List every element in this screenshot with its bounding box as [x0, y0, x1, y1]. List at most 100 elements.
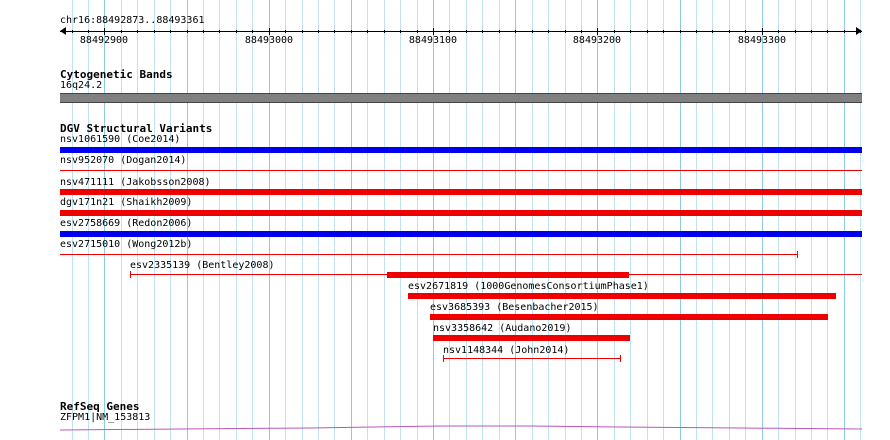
variant-bar[interactable]: [60, 210, 862, 216]
ruler-minor-tick: [187, 30, 188, 33]
ruler-minor-tick: [384, 30, 385, 33]
ruler-tick-label: 88493100: [408, 35, 458, 46]
ruler-minor-tick: [680, 30, 681, 33]
grid-line: [827, 0, 828, 440]
variant-label: nsv3358642 (Audano2019): [433, 323, 572, 334]
variant-bar[interactable]: [408, 293, 836, 299]
ruler-minor-tick: [285, 30, 286, 33]
cytoband-track-title[interactable]: Cytogenetic Bands: [60, 68, 173, 81]
refseq-gene-line[interactable]: [60, 420, 862, 432]
grid-line: [187, 0, 188, 440]
ruler-minor-tick: [614, 30, 615, 33]
ruler-minor-tick: [581, 30, 582, 33]
variant-bar[interactable]: [387, 272, 629, 278]
ruler-major-tick: [104, 28, 105, 35]
variant-bar[interactable]: [60, 189, 862, 195]
variant-bar[interactable]: [443, 358, 621, 359]
ruler-minor-tick: [203, 30, 204, 33]
variant-start-cap: [443, 355, 444, 362]
ruler-minor-tick: [860, 30, 861, 33]
variant-bar[interactable]: [60, 254, 798, 255]
scroll-right-arrow-icon[interactable]: [856, 27, 862, 35]
variant-label: nsv471111 (Jakobsson2008): [60, 177, 211, 188]
ruler-line: [60, 31, 862, 32]
refseq-track-title[interactable]: RefSeq Genes: [60, 400, 140, 413]
ruler-tick-label: 88493000: [244, 35, 294, 46]
grid-line: [630, 0, 631, 440]
ruler-minor-tick: [367, 30, 368, 33]
grid-line: [285, 0, 286, 440]
grid-line: [811, 0, 812, 440]
ruler-tick-label: 88493200: [572, 35, 622, 46]
grid-line: [72, 0, 73, 440]
ruler-minor-tick: [532, 30, 533, 33]
ruler-minor-tick: [696, 30, 697, 33]
ruler-minor-tick: [72, 30, 73, 33]
grid-line: [170, 0, 171, 440]
ruler-minor-tick: [252, 30, 253, 33]
dgv-track-title[interactable]: DGV Structural Variants: [60, 122, 213, 135]
grid-line: [334, 0, 335, 440]
grid-line: [565, 0, 566, 440]
variant-bar[interactable]: [433, 335, 630, 341]
ruler-major-tick: [597, 28, 598, 35]
ruler-minor-tick: [466, 30, 467, 33]
grid-line: [696, 0, 697, 440]
variant-bar[interactable]: [60, 147, 862, 153]
grid-line: [499, 0, 500, 440]
variant-bar[interactable]: [430, 314, 828, 320]
ruler-tick-label: 88492900: [79, 35, 129, 46]
grid-line: [302, 0, 303, 440]
variant-label: esv2758669 (Redon2006): [60, 218, 193, 229]
scroll-left-arrow-icon[interactable]: [60, 27, 66, 35]
ruler-minor-tick: [712, 30, 713, 33]
grid-line: [137, 0, 138, 440]
ruler-minor-tick: [811, 30, 812, 33]
ruler-minor-tick: [154, 30, 155, 33]
grid-line: [269, 0, 270, 440]
ruler-minor-tick: [827, 30, 828, 33]
ruler-minor-tick: [844, 30, 845, 33]
ruler-minor-tick: [729, 30, 730, 33]
ruler-minor-tick: [565, 30, 566, 33]
ruler-minor-tick: [137, 30, 138, 33]
ruler-minor-tick: [630, 30, 631, 33]
grid-line: [548, 0, 549, 440]
grid-line: [466, 0, 467, 440]
variant-start-cap: [130, 271, 131, 278]
grid-line: [729, 0, 730, 440]
ruler-minor-tick: [334, 30, 335, 33]
grid-line: [236, 0, 237, 440]
ruler-minor-tick: [400, 30, 401, 33]
variant-bar[interactable]: [60, 170, 862, 171]
grid-line: [745, 0, 746, 440]
ruler-minor-tick: [795, 30, 796, 33]
grid-line: [482, 0, 483, 440]
ruler-minor-tick: [219, 30, 220, 33]
grid-line: [647, 0, 648, 440]
ruler-minor-tick: [417, 30, 418, 33]
variant-label: esv2671819 (1000GenomesConsortiumPhase1): [408, 281, 649, 292]
grid-line: [417, 0, 418, 440]
grid-line: [88, 0, 89, 440]
cytoband-bar[interactable]: [60, 93, 862, 103]
grid-line: [203, 0, 204, 440]
grid-line: [597, 0, 598, 440]
variant-label: esv3685393 (Besenbacher2015): [430, 302, 599, 313]
variant-end-cap: [620, 355, 621, 362]
ruler-major-tick: [269, 28, 270, 35]
variant-bar[interactable]: [60, 231, 862, 237]
refseq-gene-label: ZFPM1|NM_153813: [60, 412, 151, 423]
ruler-minor-tick: [88, 30, 89, 33]
grid-line: [762, 0, 763, 440]
variant-label: nsv952070 (Dogan2014): [60, 155, 187, 166]
cytoband-label: 16q24.2: [60, 80, 103, 91]
grid-line: [614, 0, 615, 440]
variant-label: nsv1061590 (Coe2014): [60, 134, 181, 145]
ruler-minor-tick: [351, 30, 352, 33]
grid-line: [680, 0, 681, 440]
ruler-major-tick: [762, 28, 763, 35]
grid-line: [515, 0, 516, 440]
ruler-minor-tick: [302, 30, 303, 33]
